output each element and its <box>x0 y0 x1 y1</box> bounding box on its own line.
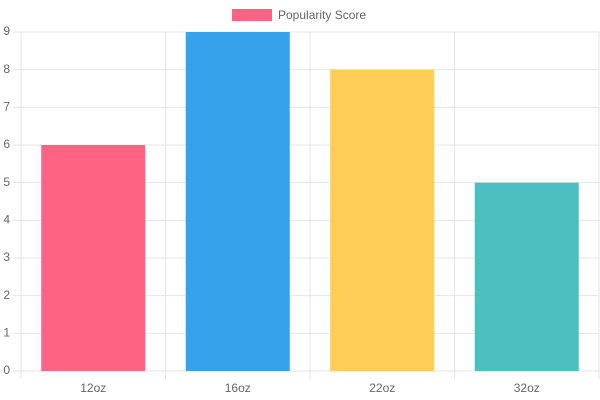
legend-label: Popularity Score <box>278 8 366 22</box>
bar <box>185 32 290 371</box>
x-tick-label: 22oz <box>369 381 395 395</box>
y-tick-label: 1 <box>3 326 10 340</box>
y-tick-label: 6 <box>3 137 10 151</box>
bar <box>330 69 435 372</box>
y-tick-label: 8 <box>3 62 10 76</box>
legend-swatch <box>232 9 272 21</box>
y-tick-label: 2 <box>3 288 10 302</box>
y-tick-label: 9 <box>3 24 10 38</box>
x-tick-label: 12oz <box>80 381 106 395</box>
bar <box>41 145 146 371</box>
y-tick-label: 4 <box>3 213 10 227</box>
x-tick-label: 16oz <box>225 381 251 395</box>
bar <box>474 182 579 371</box>
x-tick-label: 32oz <box>514 381 540 395</box>
y-tick-label: 5 <box>3 175 10 189</box>
y-tick-label: 3 <box>3 250 10 264</box>
y-tick-label: 0 <box>3 363 10 377</box>
y-tick-label: 7 <box>3 100 10 114</box>
